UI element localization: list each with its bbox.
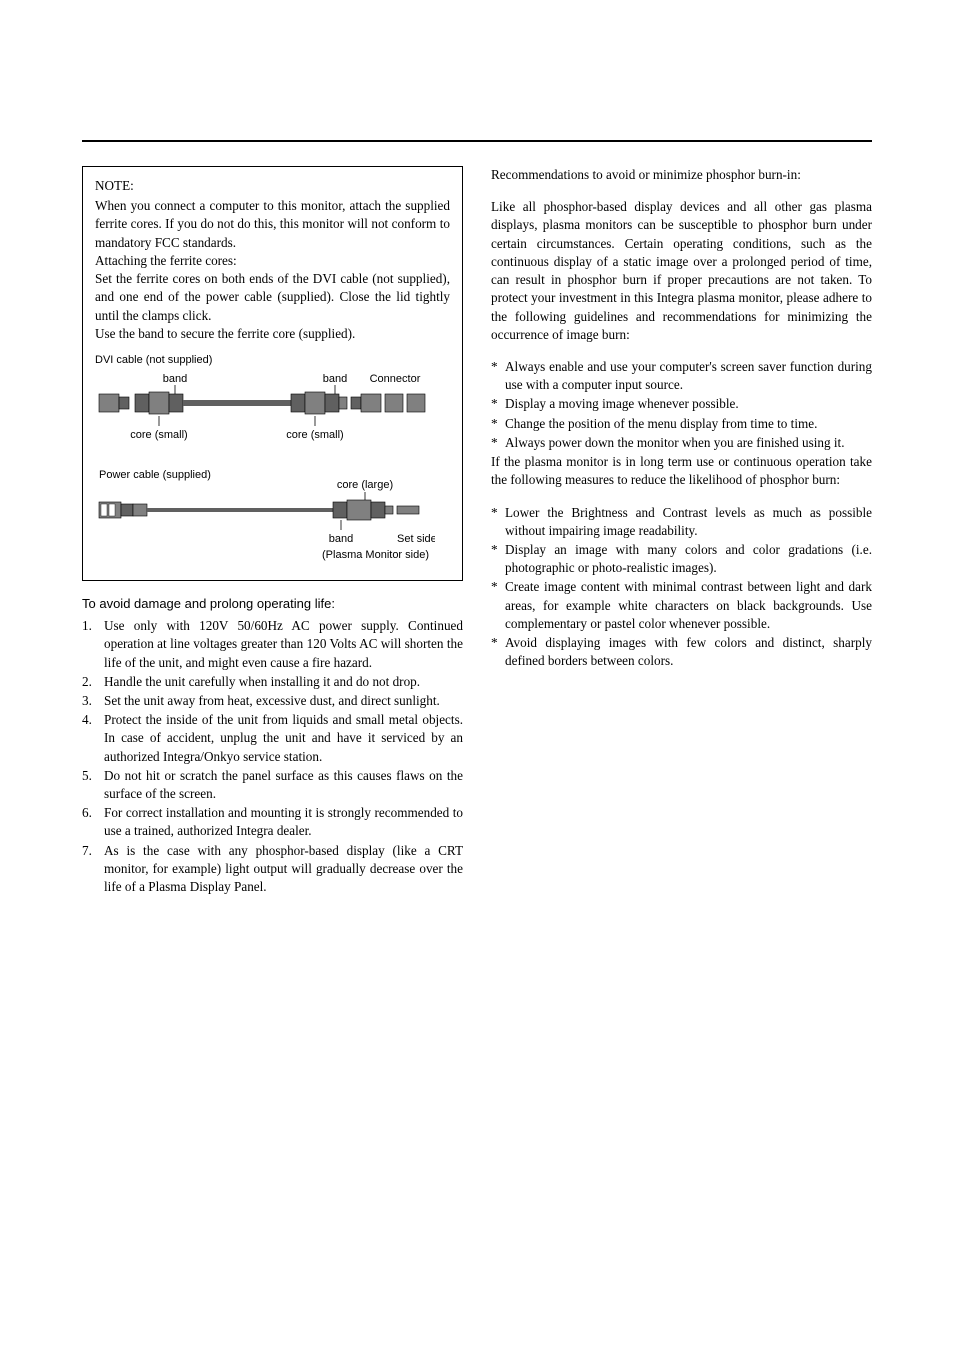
note-heading: NOTE: (95, 177, 450, 195)
core-small-right: core (small) (286, 429, 343, 441)
list-item: *Create image content with minimal contr… (491, 578, 872, 633)
power-cable-title: Power cable (supplied) (99, 469, 211, 481)
core-small-left: core (small) (130, 429, 187, 441)
list-item: 2.Handle the unit carefully when install… (82, 673, 463, 691)
page-divider (82, 140, 872, 142)
list-item: 4.Protect the inside of the unit from li… (82, 711, 463, 766)
list-item: *Lower the Brightness and Contrast level… (491, 504, 872, 540)
set-side-label: Set side (397, 533, 435, 545)
note-p1: When you connect a computer to this moni… (95, 197, 450, 252)
list-item: *Display a moving image whenever possibl… (491, 395, 872, 413)
band-label-left: band (163, 373, 187, 385)
list-item: 6.For correct installation and mounting … (82, 804, 463, 840)
recommendations-list-2: *Lower the Brightness and Contrast level… (491, 504, 872, 671)
note-box: NOTE: When you connect a computer to thi… (82, 166, 463, 581)
operating-list: 1.Use only with 120V 50/60Hz AC power su… (82, 617, 463, 896)
connector-label: Connector (370, 373, 421, 385)
two-column-layout: NOTE: When you connect a computer to thi… (82, 166, 872, 897)
core-large-label: core (large) (337, 479, 393, 491)
recommendations-list-1: *Always enable and use your computer's s… (491, 358, 872, 452)
list-item: 3.Set the unit away from heat, excessive… (82, 692, 463, 710)
list-item: 5.Do not hit or scratch the panel surfac… (82, 767, 463, 803)
left-column: NOTE: When you connect a computer to thi… (82, 166, 463, 897)
cable-diagrams: DVI cable (not supplied) band band Conne… (95, 353, 450, 566)
dvi-cable-title: DVI cable (not supplied) (95, 353, 450, 368)
list-item: *Always enable and use your computer's s… (491, 358, 872, 394)
list-item: 7.As is the case with any phosphor-based… (82, 842, 463, 897)
dvi-cable-diagram: band band Connector (95, 372, 450, 448)
list-item: *Change the position of the menu display… (491, 415, 872, 433)
mid-paragraph: If the plasma monitor is in long term us… (491, 453, 872, 489)
recommendations-heading: Recommendations to avoid or minimize pho… (491, 166, 872, 184)
right-column: Recommendations to avoid or minimize pho… (491, 166, 872, 897)
note-p2: Attaching the ferrite cores: (95, 252, 450, 270)
note-p3: Set the ferrite cores on both ends of th… (95, 270, 450, 325)
note-p4: Use the band to secure the ferrite core … (95, 325, 450, 343)
power-cable-diagram: Power cable (supplied) core (large) (95, 466, 450, 566)
operating-heading: To avoid damage and prolong operating li… (82, 595, 463, 613)
band-label-power: band (329, 533, 353, 545)
list-item: 1.Use only with 120V 50/60Hz AC power su… (82, 617, 463, 672)
recommendations-intro: Like all phosphor-based display devices … (491, 198, 872, 344)
plasma-side-label: (Plasma Monitor side) (322, 549, 429, 561)
band-label-right: band (323, 373, 347, 385)
list-item: *Avoid displaying images with few colors… (491, 634, 872, 670)
list-item: *Display an image with many colors and c… (491, 541, 872, 577)
list-item: *Always power down the monitor when you … (491, 434, 872, 452)
